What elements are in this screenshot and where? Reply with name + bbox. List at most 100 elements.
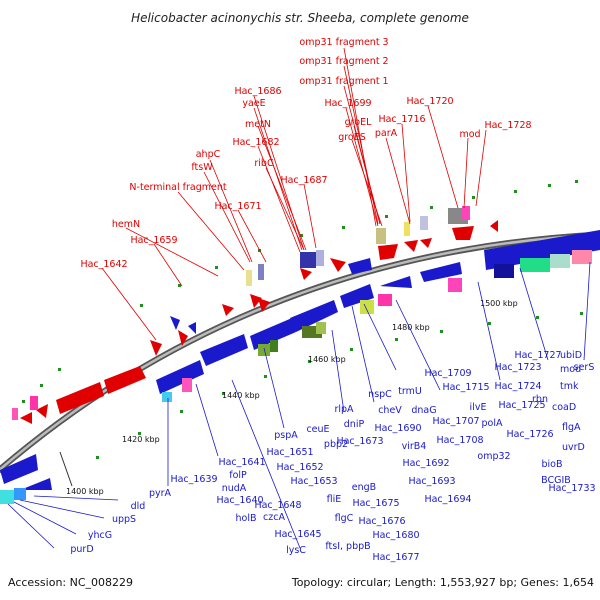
gene-label: pyrA [149, 488, 172, 499]
gene-label: Hac_1699 [324, 98, 371, 109]
gene-label: uvrD [562, 442, 585, 453]
gene-label: mod [560, 364, 581, 375]
gene-label: Hac_1671 [214, 201, 261, 212]
gene-label: Hac_1692 [402, 458, 449, 469]
genome-summary: Topology: circular; Length: 1,553,927 bp… [291, 576, 594, 589]
gene-label: omp32 [477, 451, 510, 462]
gene-label: purD [70, 544, 93, 555]
map-title: Helicobacter acinonychis str. Sheeba, co… [131, 11, 469, 25]
gene-label: tmk [560, 381, 579, 392]
gene-label: dniP [344, 419, 365, 430]
kbp-markers: 1400 kbp 1420 kbp 1440 kbp 1460 kbp 1480… [59, 299, 518, 496]
gene-label: Hac_1727 [514, 350, 561, 361]
gene-label: Hac_1720 [406, 96, 453, 107]
gene-label: Hac_1726 [506, 429, 553, 440]
gene-label: Hac_1707 [432, 416, 479, 427]
gene-label: engB [352, 482, 376, 493]
gene-label: Hac_1715 [442, 382, 489, 393]
backbone-highlight [0, 233, 600, 472]
gene-label: omp31 fragment 3 [299, 37, 388, 48]
gene-label: trmU [398, 386, 422, 397]
kbp-label: 1460 kbp [308, 355, 346, 364]
gene-label: Hac_1640 [216, 495, 263, 506]
gene-label: Hac_1687 [280, 175, 327, 186]
gene-label: Hac_1675 [352, 498, 399, 509]
forward-leader-lines [101, 47, 487, 341]
gene-label: lysC [286, 545, 306, 556]
gene-label: Hac_1645 [274, 529, 321, 540]
gene-label: rlpA [334, 404, 354, 415]
gene-label: nudA [222, 483, 247, 494]
gene-label: mod [459, 129, 480, 140]
gene-label: omp31 fragment 1 [299, 76, 388, 87]
gene-label: Hac_1724 [494, 381, 541, 392]
gene-label: Hac_1639 [170, 474, 217, 485]
gene-label: holB [236, 513, 257, 524]
gene-label: bioB [542, 459, 563, 470]
kbp-label: 1420 kbp [122, 435, 160, 444]
gene-label: flgC [335, 513, 354, 524]
gene-label: Hac_1686 [234, 86, 281, 97]
kbp-label: 1400 kbp [66, 487, 104, 496]
gene-label: ilvE [470, 402, 487, 413]
kbp-label: 1500 kbp [480, 299, 518, 308]
gene-label: coaD [552, 402, 576, 413]
gene-label: ftsI, pbpB [325, 541, 370, 552]
gene-label: Hac_1733 [548, 483, 595, 494]
gene-label: Hac_1723 [494, 362, 541, 373]
gene-label: virB4 [402, 441, 427, 452]
gene-label: Hac_1641 [218, 457, 265, 468]
gene-label: Hac_1653 [290, 476, 337, 487]
backbone [0, 231, 600, 474]
gene-label: parA [375, 128, 398, 139]
gene-label: ftsW [191, 162, 213, 173]
gene-label: Hac_1690 [374, 423, 421, 434]
reverse-feature-bands [0, 250, 592, 504]
gene-label: Hac_1693 [408, 476, 455, 487]
gene-label: hemN [112, 219, 140, 230]
gene-label: Hac_1680 [372, 530, 419, 541]
gene-label: Hac_1709 [424, 368, 471, 379]
gene-label: Hac_1682 [232, 137, 279, 148]
gene-label: groES [338, 132, 366, 143]
gene-label: cheV [378, 405, 402, 416]
gene-label: omp31 fragment 2 [299, 56, 388, 67]
gene-label: yhcG [88, 530, 112, 541]
kbp-label: 1440 kbp [222, 391, 260, 400]
gene-label: pbp2 [324, 439, 348, 450]
gene-label: Hac_1652 [276, 462, 323, 473]
gene-label: Hac_1642 [80, 259, 127, 270]
accession: Accession: NC_008229 [8, 576, 133, 589]
gene-label: fliE [327, 494, 342, 505]
gene-label: rbn [532, 394, 548, 405]
gene-label: uppS [112, 514, 136, 525]
gene-label: Hac_1651 [266, 447, 313, 458]
forward-feature-bands [12, 206, 470, 420]
gene-label: metN [245, 119, 271, 130]
gene-label: dnaG [411, 405, 436, 416]
gene-label: Hac_1728 [484, 120, 531, 131]
gene-label: Hac_1659 [130, 235, 177, 246]
gene-label: Hac_1708 [436, 435, 483, 446]
gene-label: ubiD [560, 350, 582, 361]
gene-label: BCGIB [541, 475, 571, 486]
gene-label: Hac_1676 [358, 516, 405, 527]
gene-label: folP [229, 470, 247, 481]
gene-label: Hac_1677 [372, 552, 419, 563]
gene-label: Hac_1673 [336, 436, 383, 447]
gene-label: nspC [368, 389, 392, 400]
gene-label: ceuE [306, 424, 329, 435]
gene-label: serS [574, 362, 595, 373]
gene-label: groEL [345, 117, 373, 128]
reverse-strand-genes [0, 230, 600, 490]
gc-ticks [22, 180, 583, 459]
forward-strand-genes [20, 220, 498, 424]
gene-label: N-terminal fragment [129, 182, 226, 193]
forward-gene-labels: omp31 fragment 3 omp31 fragment 2 omp31 … [80, 37, 531, 270]
gene-label: polA [482, 418, 503, 429]
gene-label: Hac_1725 [498, 400, 545, 411]
gene-label: ahpC [196, 149, 221, 160]
gene-label: yaeE [242, 98, 265, 109]
gene-label: ribC [254, 158, 274, 169]
